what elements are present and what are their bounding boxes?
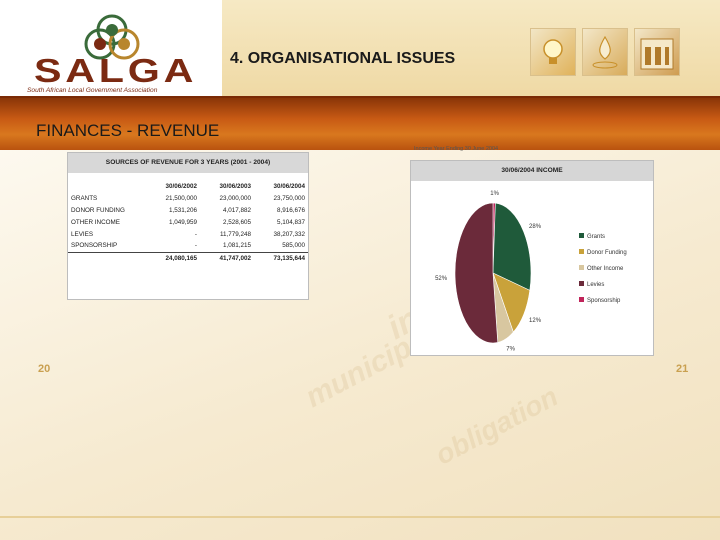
table-cell: 8,916,676 [276,206,305,214]
salga-logo-emblem [84,14,140,60]
row-label: GRANTS [71,195,98,203]
table-cell: 2,528,605 [222,218,251,226]
table-cell: - [194,230,197,238]
table-cell: 5,104,837 [276,218,305,226]
page-heading: FINANCES - REVENUE [36,121,220,140]
pie-slice-levies [454,202,499,344]
legend-swatch [579,249,584,254]
logo-text: SALGA [34,52,198,89]
table-total-cell: 73,135,644 [254,251,308,265]
water-drop-image [582,28,628,76]
table-row: OTHER INCOME 1,049,959 2,528,605 5,104,8… [68,216,308,228]
page-number-right: 21 [676,363,689,375]
pie-data-label: 52% [435,276,448,282]
section-title: 4. ORGANISATIONAL ISSUES [230,50,456,67]
pie-slice-grants [492,202,532,291]
table-header: 30/06/2003 [219,183,251,191]
table-header: 30/06/2004 [273,183,305,191]
table-cell: 11,779,248 [219,230,251,238]
legend-label: Grants [587,234,605,240]
revenue-table: SOURCES OF REVENUE FOR 3 YEARS (2001 - 2… [67,152,309,300]
table-row: DONOR FUNDING 1,531,206 4,017,882 8,916,… [68,205,308,217]
row-label: LEVIES [71,230,94,238]
table-grid: 30/06/2002 30/06/2003 30/06/2004 GRANTS … [68,181,308,265]
footer-line [0,516,720,518]
logo-subtitle: South African Local Government Associati… [27,87,158,94]
table-header [68,181,146,193]
row-label: OTHER INCOME [71,218,120,226]
building-image [634,28,680,76]
table-cell: 1,081,215 [222,242,251,250]
table-cell: - [194,242,197,250]
row-label: DONOR FUNDING [71,206,125,214]
chart-title: 30/06/2004 INCOME [411,161,653,181]
row-label [68,251,146,265]
watermark: obligation [430,380,563,471]
table-cell: 1,049,959 [168,218,197,226]
pie-data-label: 12% [529,318,542,324]
pie-data-label: 1% [490,191,499,197]
legend-label: Levies [587,282,604,288]
pie-data-label: 28% [529,224,542,230]
table-total-cell: 41,747,002 [200,251,254,265]
table-cell: 21,500,000 [165,195,197,203]
table-header: 30/06/2002 [165,183,197,191]
table-cell: 4,017,882 [222,206,251,214]
row-label: SPONSORSHIP [71,242,118,250]
pie-chart-panel: 30/06/2004 INCOME 1% 28% 12% 7% 52% Grants Don… [410,160,654,356]
table-total-cell: 24,080,165 [146,251,200,265]
table-header-row: 30/06/2002 30/06/2003 30/06/2004 [68,181,308,193]
legend-swatch [579,265,584,270]
table-row: LEVIES - 11,779,248 38,207,332 [68,228,308,240]
legend-label: Other Income [587,266,624,272]
legend-label: Sponsorship [587,298,621,304]
table-row: GRANTS 21,500,000 23,000,000 23,750,000 [68,193,308,205]
table-cell: 23,750,000 [273,195,305,203]
legend-label: Donor Funding [587,250,627,256]
chart-caption: Income Year Ending 30 June 2004 [414,146,499,152]
table-total-row: 24,080,165 41,747,002 73,135,644 [68,251,308,265]
page-number-left: 20 [38,363,51,375]
table-cell: 23,000,000 [219,195,251,203]
legend-swatch [579,233,584,238]
table-title: SOURCES OF REVENUE FOR 3 YEARS (2001 - 2… [68,153,308,173]
legend-swatch [579,297,584,302]
table-cell: 38,207,332 [273,230,305,238]
table-row: SPONSORSHIP - 1,081,215 585,000 [68,240,308,252]
header-bar [0,98,720,150]
table-cell: 1,531,206 [168,206,197,214]
lightbulb-image [530,28,576,76]
pie-data-label: 7% [506,346,515,352]
pie-chart: 1% 28% 12% 7% 52% Grants Donor Funding Other In… [435,191,627,352]
table-cell: 585,000 [282,242,305,250]
header-divider [0,96,720,99]
legend-swatch [579,281,584,286]
